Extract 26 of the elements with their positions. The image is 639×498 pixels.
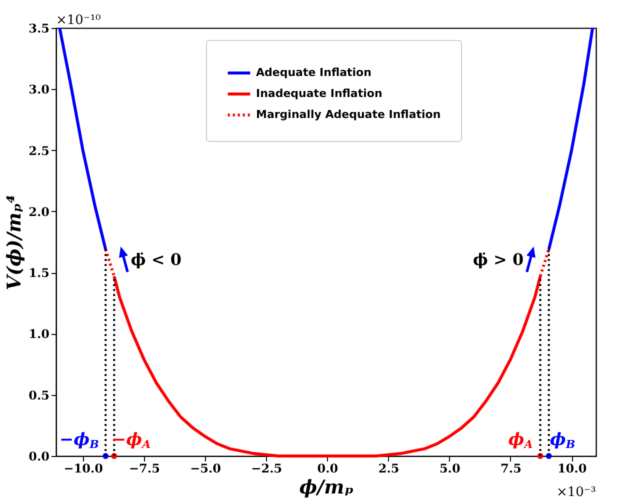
y-axis-title: V(ϕ)/mₚ⁴ bbox=[4, 194, 26, 290]
x-tick-label: 2.5 bbox=[378, 462, 400, 476]
y-tick-label: 2.0 bbox=[28, 204, 50, 219]
x-axis-title: ϕ/mₚ bbox=[299, 476, 354, 498]
text: ×10⁻³ bbox=[556, 485, 596, 498]
x-tick-label: −10.0 bbox=[64, 462, 104, 476]
y-tick-label: 0.0 bbox=[28, 450, 50, 464]
legend-label: Marginally Adequate Inflation bbox=[256, 108, 441, 121]
x-tick-label: −7.5 bbox=[128, 462, 160, 476]
x-tick-label: 0.0 bbox=[317, 462, 338, 476]
y-tick-label: 1.5 bbox=[28, 266, 50, 280]
annotation: ϕ̇ < 0 bbox=[130, 250, 182, 270]
legend-label: Inadequate Inflation bbox=[256, 87, 382, 100]
x-tick-label: 5.0 bbox=[439, 462, 460, 476]
annotation: ϕ̇ > 0 bbox=[472, 250, 524, 270]
x-tick-label: −5.0 bbox=[190, 462, 222, 476]
x-tick-label: 10.0 bbox=[557, 462, 587, 476]
y-tick-label: 3.5 bbox=[28, 22, 50, 36]
x-tick-label: 7.5 bbox=[500, 462, 522, 476]
legend-label: Adequate Inflation bbox=[256, 66, 372, 79]
text: ×10⁻¹⁰ bbox=[56, 13, 101, 28]
y-tick-label: 2.5 bbox=[28, 144, 50, 158]
x-tick-label: −2.5 bbox=[251, 462, 282, 476]
y-tick-label: 3.0 bbox=[28, 82, 50, 97]
y-tick-label: 0.5 bbox=[28, 388, 50, 402]
y-tick-label: 1.0 bbox=[28, 327, 50, 342]
